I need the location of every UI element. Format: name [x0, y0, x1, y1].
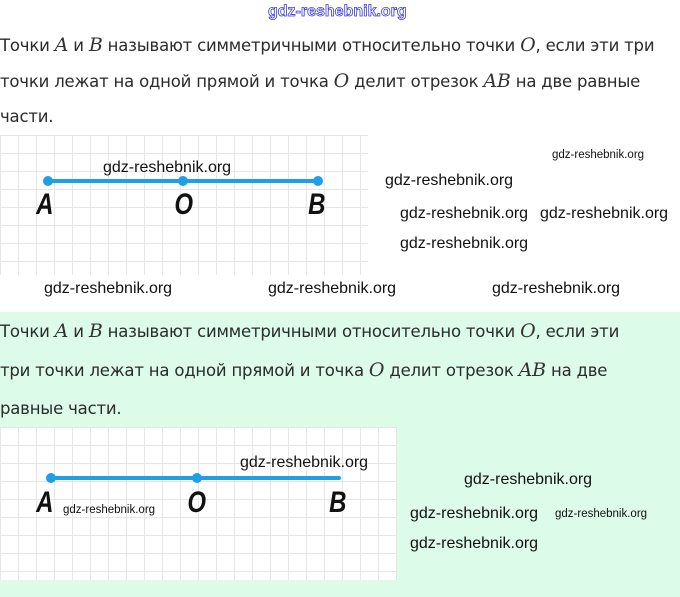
grid-figure-1: A O B — [0, 135, 368, 275]
math-symbol: B — [88, 320, 103, 342]
definition-line-2: точки лежат на одной прямой и точка O де… — [0, 70, 640, 92]
math-symbol: AB — [518, 359, 546, 381]
watermark: gdz-reshebnik.org — [103, 159, 232, 176]
grid-figure-2: A O B — [0, 427, 397, 580]
text-fragment: и — [68, 36, 89, 55]
definition2-line-3: равные части. — [0, 398, 122, 420]
text-fragment: , если эти — [535, 322, 620, 341]
watermark: gdz-reshebnik.org — [410, 535, 539, 552]
math-symbol: O — [520, 320, 536, 342]
watermark: gdz-reshebnik.org — [240, 454, 369, 471]
text-fragment: равные части. — [0, 399, 122, 418]
text-fragment: три точки лежат на одной прямой и точка — [0, 361, 369, 380]
definition-line-3: части. — [0, 106, 54, 128]
point-o — [178, 176, 188, 186]
definition2-line-2: три точки лежат на одной прямой и точка … — [0, 359, 607, 381]
watermark: gdz-reshebnik.org — [410, 505, 539, 522]
label-o: O — [174, 188, 194, 221]
text-fragment: делит отрезок — [349, 72, 484, 91]
math-symbol: O — [520, 34, 536, 56]
watermark: gdz-reshebnik.org — [400, 235, 529, 252]
watermark: gdz-reshebnik.org — [540, 205, 669, 222]
text-fragment: Точки — [0, 322, 55, 341]
point-a — [46, 473, 56, 483]
text-fragment: части. — [0, 107, 54, 126]
text-fragment: Точки — [0, 36, 55, 55]
point-b — [313, 176, 323, 186]
text-fragment: на две — [545, 361, 608, 380]
watermark: gdz-reshebnik.org — [44, 280, 173, 297]
definition-line-1: Точки A и B называют симметричными относ… — [0, 34, 655, 56]
watermark: gdz-reshebnik.org — [492, 280, 621, 297]
math-symbol: AB — [483, 70, 511, 92]
watermark: gdz-reshebnik.org — [552, 149, 645, 161]
text-fragment: на две равные — [510, 72, 641, 91]
label-o: O — [187, 486, 207, 519]
watermark: gdz-reshebnik.org — [555, 508, 648, 520]
watermark: gdz-reshebnik.org — [268, 280, 397, 297]
watermark: gdz-reshebnik.org — [464, 471, 593, 488]
label-a: A — [36, 188, 54, 221]
label-a: A — [36, 486, 54, 519]
label-b: B — [308, 188, 326, 221]
text-fragment: называют симметричными относительно точк… — [102, 36, 521, 55]
text-fragment: точки лежат на одной прямой и точка — [0, 72, 334, 91]
text-fragment: и — [68, 322, 89, 341]
definition2-line-1: Точки A и B называют симметричными относ… — [0, 320, 619, 342]
math-symbol: O — [368, 359, 385, 381]
text-fragment: , если эти три — [535, 36, 655, 55]
math-symbol: O — [333, 70, 350, 92]
site-watermark[interactable]: gdz-reshebnik.org — [268, 3, 407, 21]
text-fragment: называют симметричными относительно точк… — [102, 322, 521, 341]
label-b: B — [329, 486, 347, 519]
watermark: gdz-reshebnik.org — [385, 172, 514, 189]
point-o — [192, 473, 202, 483]
math-symbol: B — [88, 34, 103, 56]
text-fragment: делит отрезок — [384, 361, 519, 380]
point-a — [43, 176, 53, 186]
math-symbol: A — [54, 320, 69, 342]
math-symbol: A — [54, 34, 69, 56]
watermark: gdz-reshebnik.org — [400, 205, 529, 222]
watermark: gdz-reshebnik.org — [63, 504, 156, 516]
